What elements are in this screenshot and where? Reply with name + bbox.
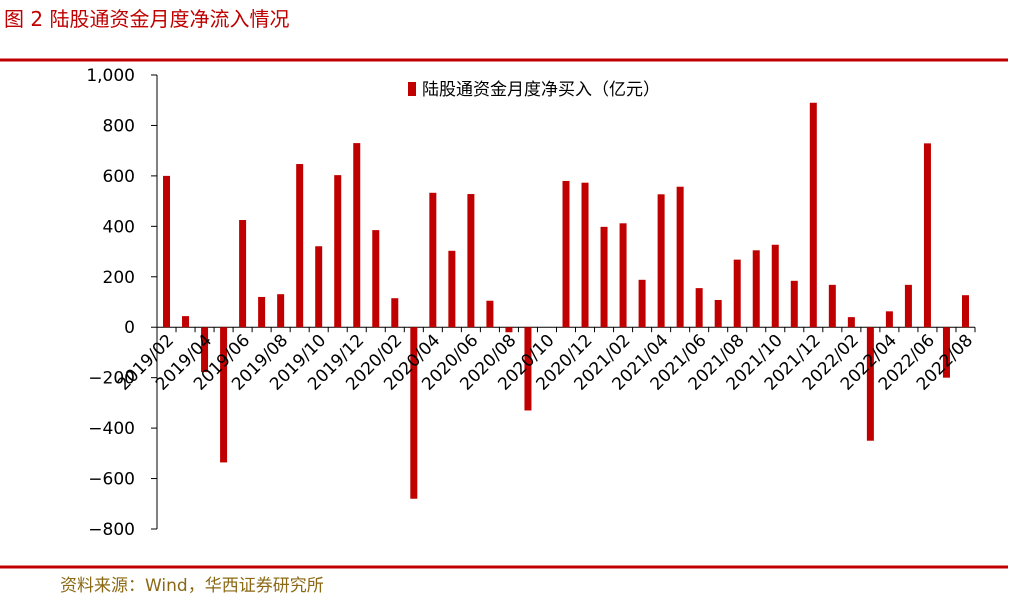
y-tick-label: −600: [88, 470, 135, 490]
y-tick-label: 200: [103, 268, 135, 288]
bar: [505, 327, 513, 333]
bar: [334, 175, 342, 328]
bar: [239, 220, 247, 328]
bar: [372, 230, 380, 328]
bar: [296, 164, 304, 328]
bar: [809, 102, 817, 328]
bar: [790, 280, 798, 328]
bar: [182, 316, 190, 328]
y-tick-label: 0: [124, 318, 135, 338]
bar: [885, 311, 893, 328]
bar: [866, 327, 874, 441]
legend-swatch: [408, 82, 416, 96]
bar: [315, 246, 323, 328]
y-tick-label: −400: [88, 419, 135, 439]
bar: [619, 223, 627, 328]
bar: [524, 327, 532, 411]
bar: [220, 327, 228, 463]
legend-label: 陆股通资金月度净买入（亿元）: [422, 80, 660, 100]
bar: [467, 194, 475, 328]
bar: [429, 192, 437, 328]
y-tick-label: 400: [103, 217, 135, 237]
chart-title: 图 2 陆股通资金月度净流入情况: [4, 7, 289, 31]
bar: [714, 299, 722, 328]
bar: [733, 259, 741, 328]
bar: [353, 143, 361, 328]
bar: [410, 327, 418, 499]
source-note: 资料来源：Wind，华西证券研究所: [60, 576, 324, 596]
y-tick-label: 800: [103, 116, 135, 136]
bar: [258, 296, 266, 328]
bar: [828, 284, 836, 328]
bar: [277, 294, 285, 328]
bar: [638, 279, 646, 328]
y-tick-label: 1,000: [86, 66, 135, 86]
bar: [676, 186, 684, 328]
bar: [581, 182, 589, 328]
bar: [201, 327, 209, 373]
bar: [847, 317, 855, 328]
bar: [752, 250, 760, 328]
bar: [391, 298, 399, 328]
bar: [163, 175, 171, 328]
bar: [448, 250, 456, 328]
bar: [562, 180, 570, 328]
y-tick-label: 600: [103, 167, 135, 187]
bar: [771, 244, 779, 328]
bar: [486, 300, 494, 328]
y-tick-label: −200: [88, 369, 135, 389]
bar: [961, 295, 969, 328]
bar: [657, 194, 665, 328]
bar: [904, 284, 912, 328]
bar: [923, 143, 931, 328]
bar: [600, 226, 608, 328]
bar: [695, 288, 703, 328]
bar: [942, 327, 950, 378]
y-tick-label: −800: [88, 520, 135, 540]
